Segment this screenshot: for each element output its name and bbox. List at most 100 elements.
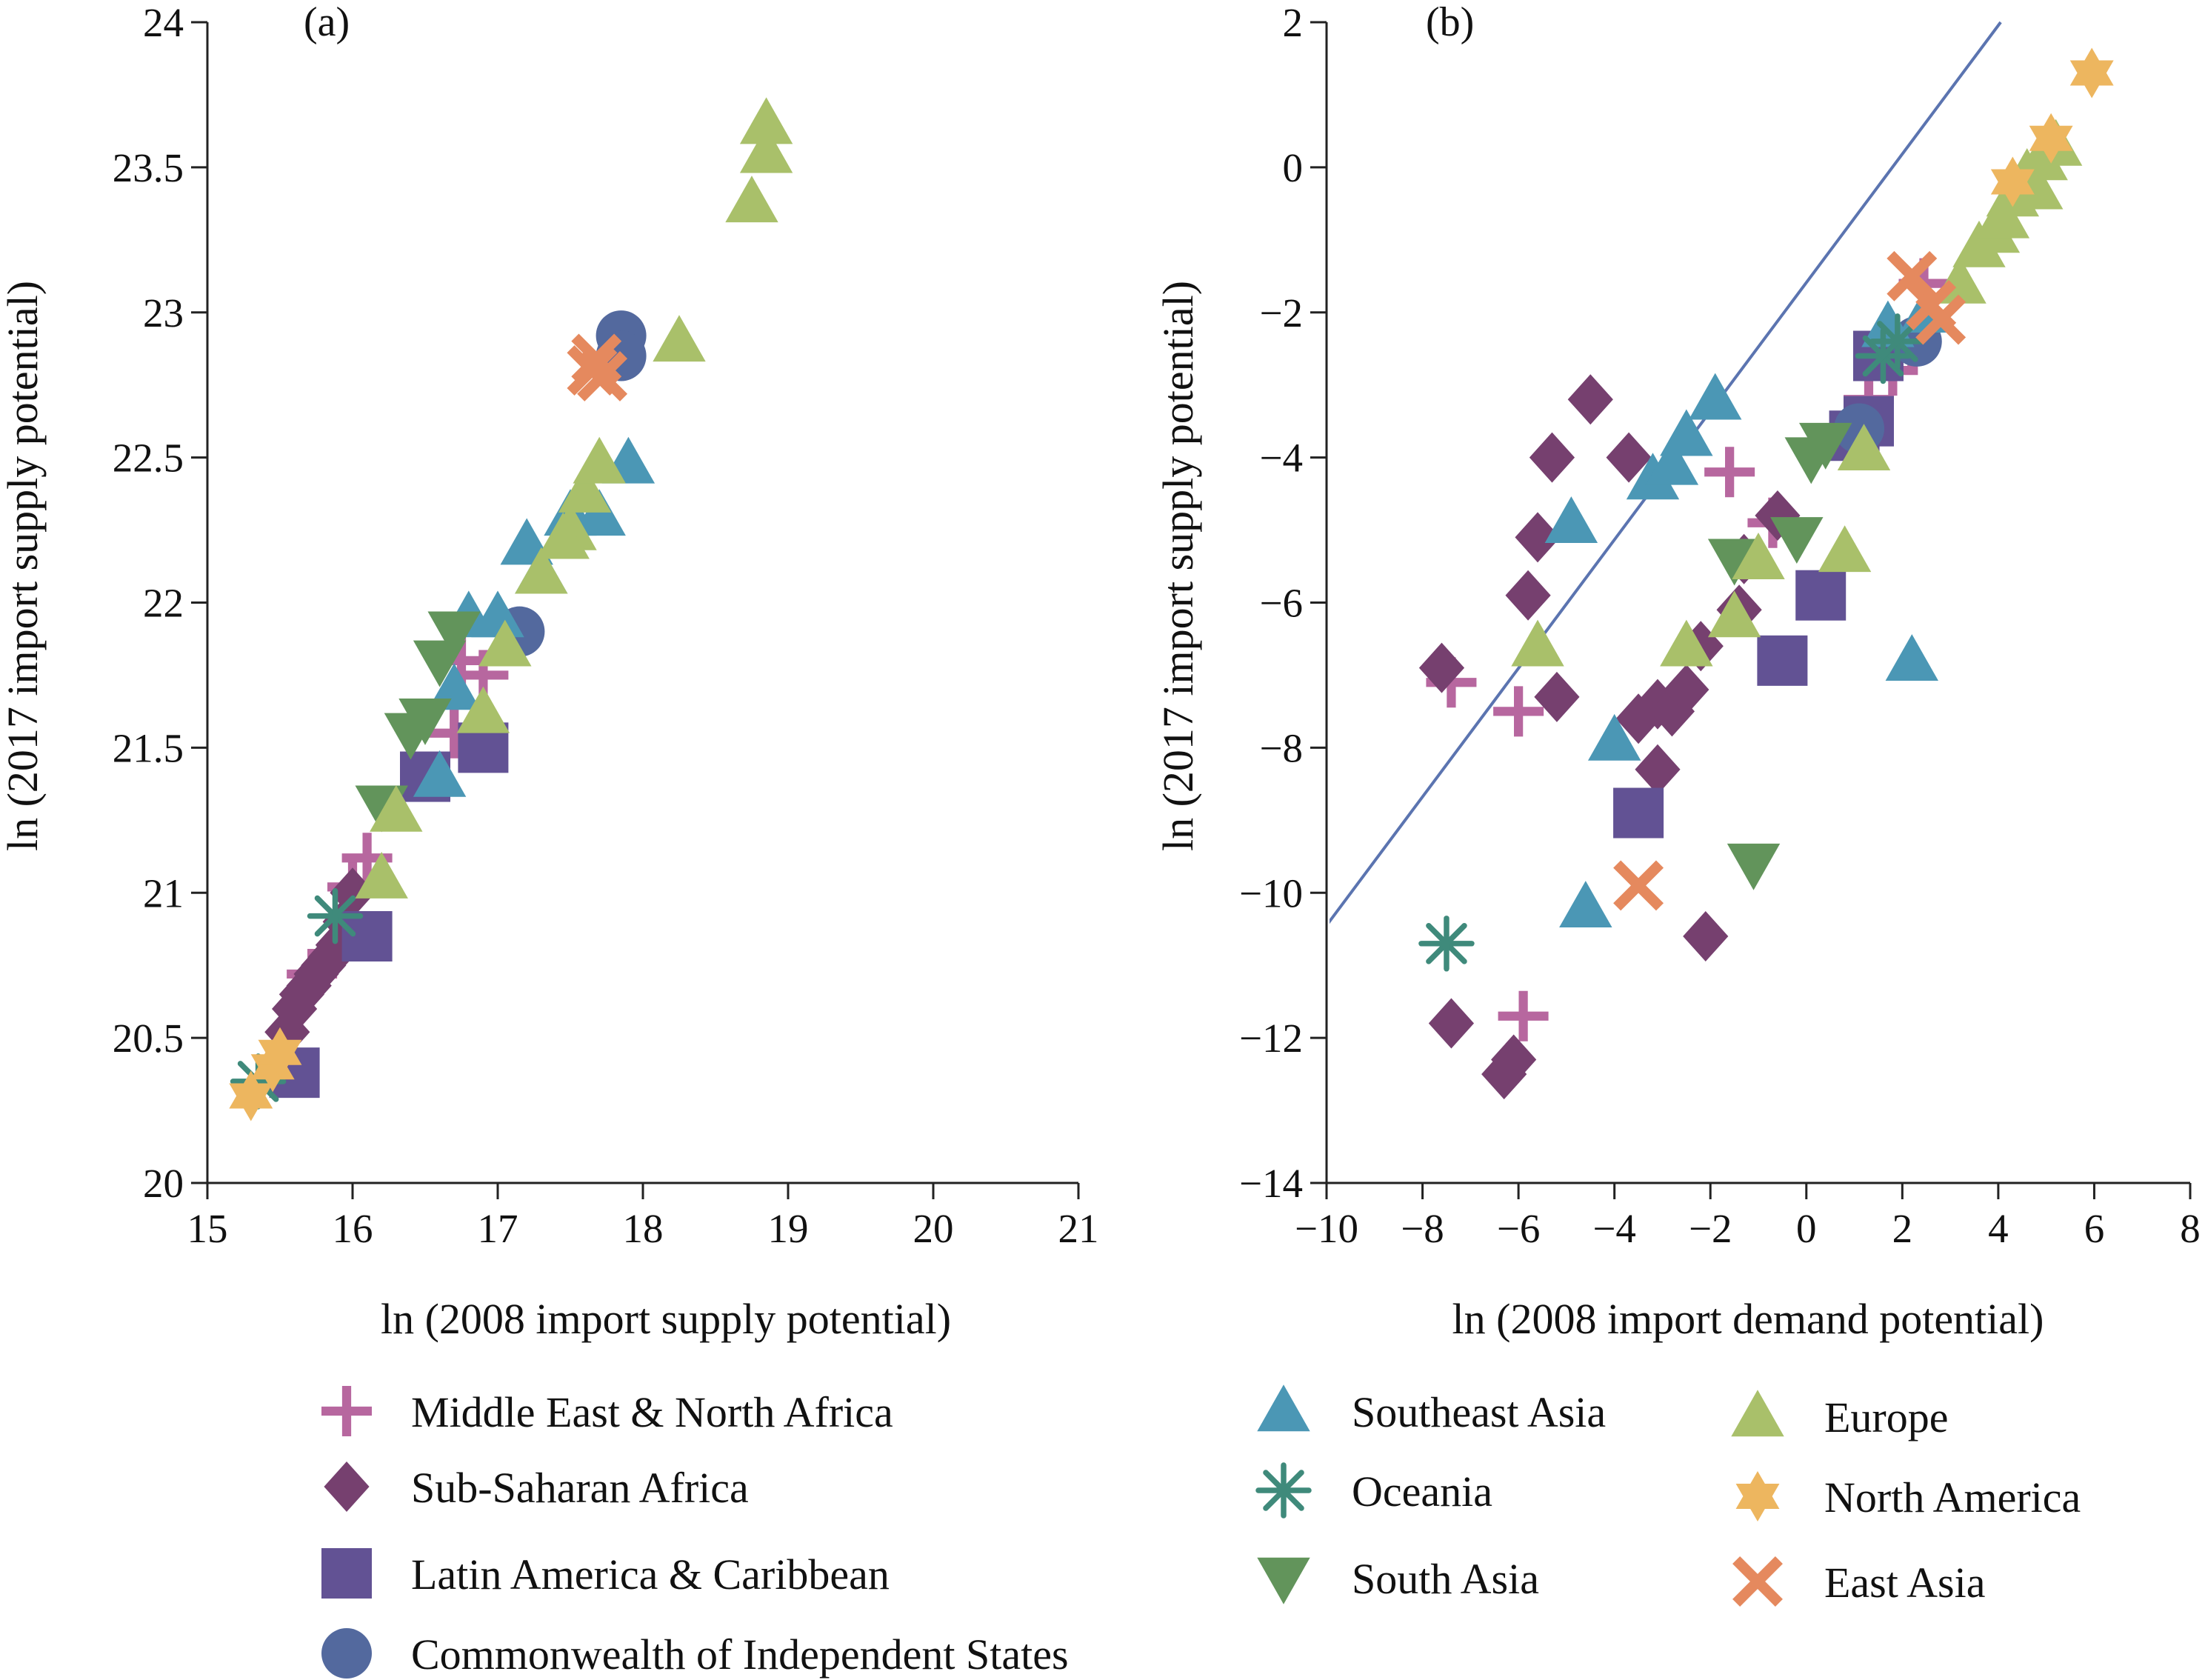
chart-b-point-ssa xyxy=(1491,1034,1537,1085)
chart-b-point-lac xyxy=(1613,787,1664,839)
chart-b-points xyxy=(1418,47,2114,1100)
chart-b-y-tick-label: −8 xyxy=(1259,725,1303,770)
chart-a-x-tick-label: 21 xyxy=(1058,1206,1099,1251)
chart-a-y-tick-label: 22 xyxy=(143,581,184,626)
chart-a-point-south-asia xyxy=(398,699,452,745)
legend-item-north-america: North America xyxy=(1735,1471,2081,1521)
chart-b-y-tick-label: −2 xyxy=(1259,290,1303,336)
chart-a-point-sea xyxy=(471,590,524,638)
legend-label: Middle East & North Africa xyxy=(411,1388,893,1436)
chart-a-point-europe xyxy=(725,176,778,223)
triangle-up-marker xyxy=(1731,1390,1784,1437)
chart-a-x-tick-label: 19 xyxy=(768,1206,809,1251)
chart-a-point-mena xyxy=(429,707,480,759)
chart-a-point-europe xyxy=(653,315,706,362)
chart-b-x-tick-label: −2 xyxy=(1689,1206,1732,1251)
chart-a-point-north-america xyxy=(229,1070,273,1121)
chart-a-point-europe xyxy=(739,97,793,144)
chart-a-point-europe xyxy=(573,436,626,484)
legend-item-lac: Latin America & Caribbean xyxy=(321,1548,890,1599)
chart-a-point-europe xyxy=(558,465,612,513)
chart-b-point-ssa xyxy=(1418,642,1465,693)
chart-b-x-tick-label: 8 xyxy=(2180,1206,2201,1251)
legend-label: North America xyxy=(1824,1473,2081,1521)
chart-a-y-tick-label: 20.5 xyxy=(113,1016,184,1061)
chart-b-point-ssa xyxy=(1529,432,1575,483)
chart-b-point-lac xyxy=(1795,570,1847,621)
chart-b-series-oceania xyxy=(1418,313,1926,972)
chart-b-x-tick-label: −10 xyxy=(1295,1206,1358,1251)
chart-b-point-mena xyxy=(1498,990,1549,1041)
chart-b-point-north-america xyxy=(1990,156,2035,207)
chart-a-y-tick-label: 22.5 xyxy=(113,436,184,481)
chart-a-points xyxy=(229,97,793,1121)
chart-a-point-lac xyxy=(341,911,393,962)
chart-b-point-ssa xyxy=(1664,664,1709,716)
chart-a-point-europe xyxy=(478,619,532,667)
chart-b-y-tick-label: 2 xyxy=(1283,0,1304,45)
legend-item-europe: Europe xyxy=(1731,1390,1949,1441)
chart-b-point-oceania xyxy=(1869,313,1926,370)
chart-b-point-oceania xyxy=(1418,916,1475,972)
chart-a-point-europe xyxy=(355,851,408,899)
chart-a-point-europe xyxy=(370,784,423,832)
chart-b-point-sea xyxy=(1544,496,1598,543)
chart-a-x-tick-label: 16 xyxy=(333,1206,373,1251)
chart-b-point-ssa xyxy=(1505,570,1551,621)
chart-a-y-tick-label: 23.5 xyxy=(113,145,184,190)
asterisk-marker xyxy=(1255,1462,1312,1519)
chart-b-point-europe xyxy=(1732,533,1785,579)
chart-b-point-ssa xyxy=(1534,671,1580,722)
circle-marker xyxy=(321,1628,372,1679)
chart-a-point-east-asia xyxy=(571,333,622,384)
chart-b-point-south-asia xyxy=(1727,843,1781,890)
chart-b-point-ssa xyxy=(1606,432,1652,483)
chart-b-point-ssa xyxy=(1683,911,1729,962)
chart-b-point-ssa xyxy=(1635,744,1681,795)
chart-b-point-europe xyxy=(1818,525,1872,573)
chart-b-point-europe xyxy=(1511,619,1564,667)
chart-b-point-mena xyxy=(1704,447,1755,498)
hexagram-marker xyxy=(1735,1471,1780,1521)
chart-b-series-east-asia xyxy=(1613,250,1967,911)
chart-a-y-tick-label: 21.5 xyxy=(113,725,184,770)
chart-a-point-europe xyxy=(536,512,590,559)
chart-b-point-europe xyxy=(1837,424,1891,471)
plus-marker xyxy=(321,1386,372,1436)
chart-a-x-tick-label: 18 xyxy=(623,1206,664,1251)
legend-item-south-asia: South Asia xyxy=(1257,1555,1539,1604)
legend-item-east-asia: East Asia xyxy=(1732,1556,1985,1607)
square-marker xyxy=(321,1548,372,1599)
chart-a-panel-label: (a) xyxy=(304,0,350,45)
legend-item-oceania: Oceania xyxy=(1255,1462,1492,1519)
chart-a-point-mena xyxy=(341,833,393,884)
chart-b-x-axis-title: ln (2008 import demand potential) xyxy=(1452,1295,2044,1343)
chart-a-series-east-asia xyxy=(567,333,628,401)
legend-item-sea: Southeast Asia xyxy=(1257,1384,1606,1436)
chart-b-x-tick-label: 6 xyxy=(2084,1206,2105,1251)
legend-item-mena: Middle East & North Africa xyxy=(321,1386,893,1436)
chart-a-x-axis-title: ln (2008 import supply potential) xyxy=(381,1295,951,1343)
chart-a-series-north-america xyxy=(229,1027,302,1121)
chart-b-point-europe xyxy=(2010,162,2064,210)
chart-b-series-north-america xyxy=(1990,47,2114,207)
chart-a-point-oceania xyxy=(307,887,364,944)
chart-b-x-tick-label: −8 xyxy=(1401,1206,1444,1251)
chart-b-point-lac xyxy=(1757,635,1808,686)
chart-b-y-tick-label: −14 xyxy=(1239,1161,1303,1206)
chart-a-series-lac xyxy=(269,722,509,1099)
legend-label: South Asia xyxy=(1352,1555,1539,1603)
chart-b-y-axis-title: ln (2017 import supply potential) xyxy=(1154,281,1202,851)
chart-b-point-south-asia xyxy=(1707,539,1761,586)
chart-a-point-europe xyxy=(456,686,510,733)
chart-b-y-tick-label: −6 xyxy=(1259,581,1303,626)
chart-a-y-tick-label: 24 xyxy=(143,0,184,45)
chart-a-point-mena xyxy=(436,635,487,686)
chart-a-point-north-america xyxy=(258,1027,302,1078)
legend-label: Europe xyxy=(1824,1393,1949,1441)
chart-a-y-tick-label: 23 xyxy=(143,290,184,336)
chart-b-point-east-asia xyxy=(1915,294,1967,345)
chart-b-point-sea xyxy=(1559,881,1612,928)
chart-a-y-axis-title: ln (2017 import supply potential) xyxy=(0,281,47,851)
